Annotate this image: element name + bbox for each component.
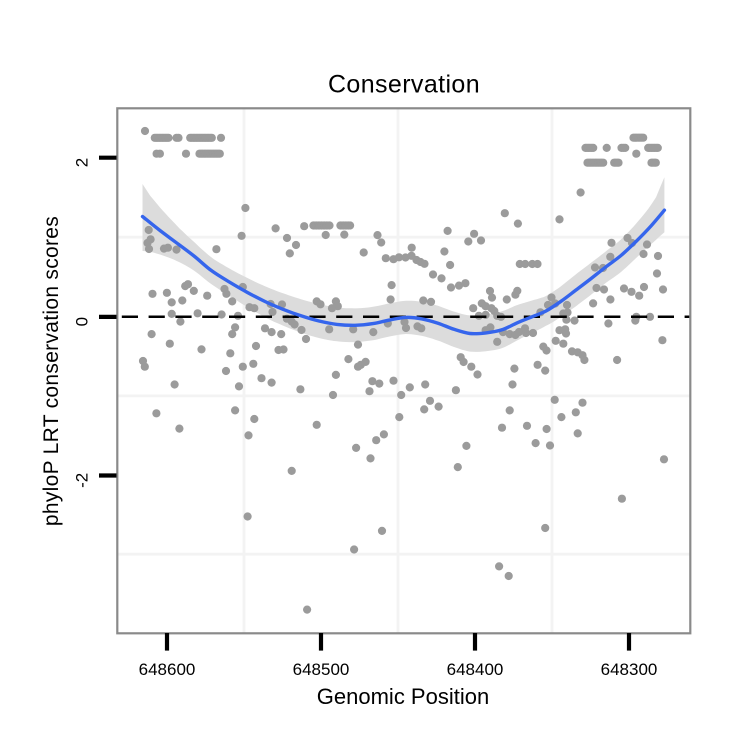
svg-text:2: 2 xyxy=(72,158,91,167)
svg-text:-2: -2 xyxy=(72,473,91,488)
svg-text:648600: 648600 xyxy=(139,660,196,679)
svg-text:648400: 648400 xyxy=(447,660,504,679)
svg-text:648500: 648500 xyxy=(293,660,350,679)
svg-text:phyloP LRT conservation scores: phyloP LRT conservation scores xyxy=(40,216,63,526)
svg-text:Conservation: Conservation xyxy=(328,71,480,99)
svg-text:648300: 648300 xyxy=(601,660,658,679)
svg-text:0: 0 xyxy=(72,317,91,326)
svg-text:Genomic Position: Genomic Position xyxy=(317,684,489,709)
